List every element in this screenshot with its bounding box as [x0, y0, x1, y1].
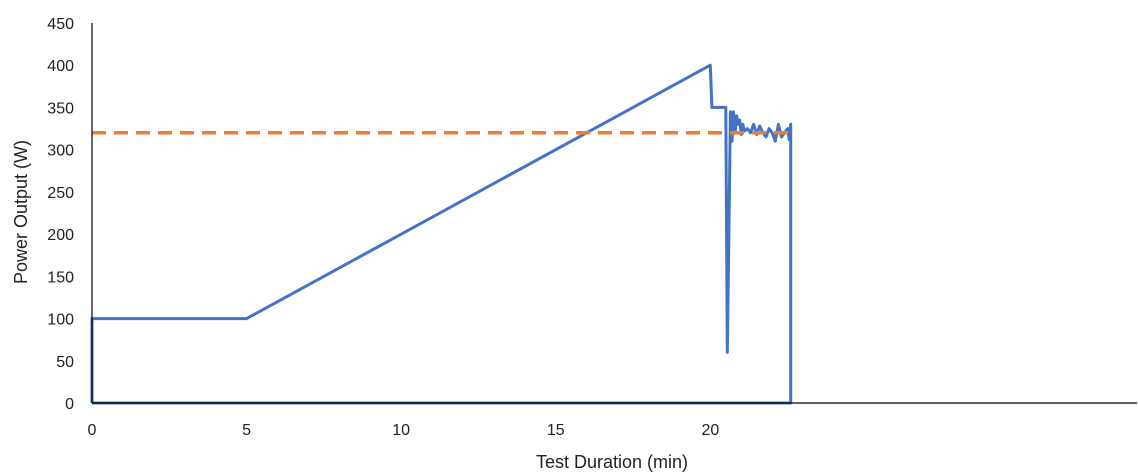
power-output-line — [90, 63, 793, 405]
y-tick-label: 300 — [47, 143, 74, 160]
x-axis-title: Test Duration (min) — [536, 452, 688, 472]
x-tick-label: 10 — [392, 422, 410, 439]
y-tick-label: 400 — [47, 58, 74, 75]
y-tick-label: 100 — [47, 312, 74, 329]
x-tick-label: 20 — [701, 422, 719, 439]
y-tick-label: 150 — [47, 269, 74, 286]
y-axis-title: Power Output (W) — [11, 140, 31, 284]
x-tick-label: 5 — [242, 422, 251, 439]
y-tick-label: 350 — [47, 100, 74, 117]
x-tick-labels: 0 5 10 15 20 — [88, 422, 720, 439]
x-tick-label: 15 — [547, 422, 565, 439]
y-tick-labels: 0 50 100 150 200 250 300 350 400 450 — [47, 16, 74, 413]
series-layer — [90, 63, 793, 405]
y-tick-label: 50 — [56, 354, 74, 371]
y-tick-label: 250 — [47, 185, 74, 202]
y-tick-label: 450 — [47, 16, 74, 33]
y-tick-label: 200 — [47, 227, 74, 244]
y-tick-label: 0 — [65, 396, 74, 413]
x-tick-label: 0 — [88, 422, 97, 439]
